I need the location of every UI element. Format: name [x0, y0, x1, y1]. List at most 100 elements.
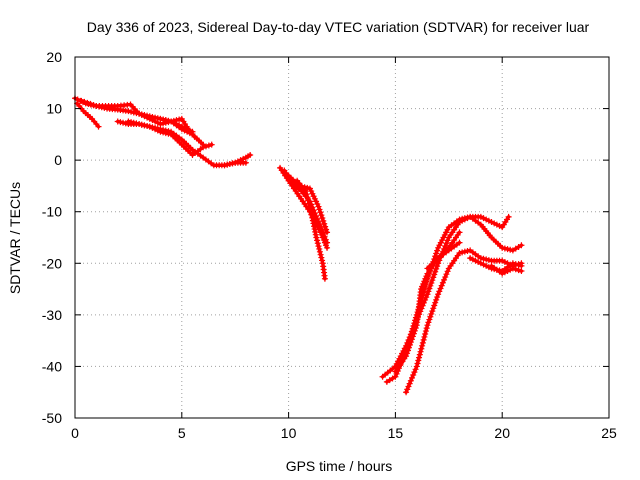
data-point [200, 144, 207, 151]
axes: 0 5 10 15 20 25 -50 -40 -30 -20 -10 0 10 20 [42, 49, 617, 441]
data-point [189, 128, 196, 135]
data-point [229, 160, 236, 167]
data-point [464, 248, 471, 255]
data-point [428, 279, 435, 286]
data-point [420, 336, 427, 343]
data-point [407, 377, 414, 384]
data-point [141, 113, 148, 120]
data-point [430, 274, 437, 281]
data-point [429, 277, 436, 284]
data-point [316, 245, 323, 252]
data-point [406, 380, 413, 387]
data-point [411, 369, 418, 376]
data-point [176, 116, 183, 123]
data-point [133, 120, 140, 127]
series-sat-f [157, 115, 196, 135]
data-point [456, 239, 463, 246]
data-point [499, 257, 506, 264]
series-sat-k [285, 172, 331, 236]
data-point [301, 184, 308, 191]
data-point [128, 108, 135, 115]
data-point [315, 243, 322, 250]
data-point [130, 119, 137, 126]
data-point [410, 372, 417, 379]
data-point [431, 302, 438, 309]
data-point [314, 216, 321, 223]
data-point [306, 200, 313, 207]
data-point [168, 118, 175, 125]
data-point [305, 197, 312, 204]
data-point [319, 257, 326, 264]
data-point [117, 119, 124, 126]
data-point [442, 243, 449, 250]
data-point [81, 98, 88, 105]
data-point [509, 260, 516, 267]
data-point [499, 244, 506, 251]
data-point [493, 221, 500, 228]
data-point [318, 254, 325, 261]
data-point [149, 117, 156, 124]
data-point [314, 240, 321, 247]
data-point [203, 143, 210, 150]
data-point [515, 262, 522, 269]
data-point [136, 110, 143, 117]
series-sat-c [78, 97, 198, 140]
data-point [409, 374, 416, 381]
data-point [313, 213, 320, 220]
x-tick-label: 5 [178, 425, 186, 441]
data-point [125, 118, 132, 125]
data-point [425, 288, 432, 295]
data-point [403, 353, 410, 360]
data-point [152, 126, 159, 133]
data-point [501, 258, 508, 265]
data-point [421, 333, 428, 340]
data-point [443, 240, 450, 247]
data-point [422, 328, 429, 335]
data-point [407, 339, 414, 346]
data-point [191, 133, 198, 140]
data-point [456, 216, 463, 223]
data-point [430, 305, 437, 312]
x-axis-label: GPS time / hours [286, 458, 393, 474]
data-point [154, 119, 161, 126]
x-tick-label: 10 [281, 425, 297, 441]
data-point [392, 373, 399, 380]
data-point [78, 97, 85, 104]
data-point [432, 268, 439, 275]
series-sat-g [221, 151, 254, 169]
data-point [125, 108, 132, 115]
data-point [247, 151, 254, 158]
data-point [240, 155, 247, 162]
data-point [477, 213, 484, 220]
data-point [157, 115, 164, 122]
data-point [480, 255, 487, 262]
data-point [322, 223, 329, 230]
data-point [320, 230, 327, 237]
data-point [234, 158, 241, 165]
data-point [128, 119, 135, 126]
data-point [208, 141, 215, 148]
data-point [518, 242, 525, 249]
data-point [157, 128, 164, 135]
data-point [323, 226, 330, 233]
data-point [477, 255, 484, 262]
data-point [419, 342, 426, 349]
data-point [315, 219, 322, 226]
data-point [321, 233, 328, 240]
data-point [324, 239, 331, 246]
data-point [221, 162, 228, 169]
plot-frame [74, 56, 610, 419]
data-point [467, 255, 474, 262]
data-point [461, 248, 468, 255]
data-point [162, 130, 169, 137]
data-point [442, 274, 449, 281]
data-point [426, 285, 433, 292]
data-point [459, 249, 466, 256]
data-point [186, 127, 193, 134]
chart-title: Day 336 of 2023, Sidereal Day-to-day VTE… [87, 19, 590, 35]
data-point [499, 270, 506, 277]
data-point [320, 217, 327, 224]
data-point [427, 313, 434, 320]
data-point [184, 126, 191, 133]
x-tick-label: 15 [388, 425, 404, 441]
